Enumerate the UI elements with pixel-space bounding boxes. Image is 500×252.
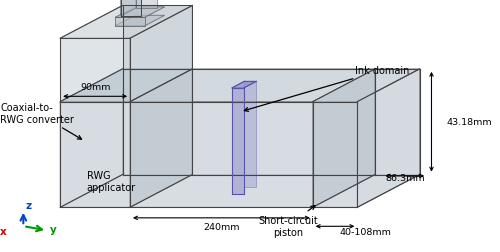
- Polygon shape: [60, 175, 420, 207]
- Text: 90mm: 90mm: [80, 83, 110, 92]
- Text: 43.18mm: 43.18mm: [446, 118, 492, 127]
- Text: RWG
applicator: RWG applicator: [86, 170, 136, 192]
- Polygon shape: [244, 82, 256, 187]
- Polygon shape: [60, 7, 192, 39]
- Text: y: y: [50, 224, 56, 234]
- Polygon shape: [60, 102, 358, 207]
- Polygon shape: [115, 18, 145, 27]
- Text: z: z: [26, 201, 32, 211]
- Polygon shape: [232, 88, 244, 194]
- Polygon shape: [115, 16, 164, 27]
- Polygon shape: [130, 7, 192, 102]
- Polygon shape: [120, 0, 142, 17]
- Polygon shape: [136, 0, 157, 9]
- Polygon shape: [130, 70, 192, 207]
- Text: Short-circuit
piston: Short-circuit piston: [258, 206, 318, 237]
- Polygon shape: [358, 70, 420, 207]
- Polygon shape: [312, 70, 375, 207]
- Polygon shape: [60, 70, 122, 207]
- Text: Coaxial-to-
RWG converter: Coaxial-to- RWG converter: [0, 103, 82, 140]
- Polygon shape: [122, 70, 420, 175]
- Text: x: x: [0, 226, 6, 236]
- Polygon shape: [60, 70, 192, 102]
- Polygon shape: [60, 39, 130, 102]
- Polygon shape: [122, 7, 192, 70]
- Text: 40-108mm: 40-108mm: [340, 227, 392, 236]
- Polygon shape: [60, 70, 420, 102]
- Text: 86.3mm: 86.3mm: [385, 173, 424, 182]
- Polygon shape: [115, 8, 164, 18]
- Text: Coaxial input port: Coaxial input port: [0, 251, 1, 252]
- Polygon shape: [120, 0, 136, 17]
- Text: Ink domain: Ink domain: [244, 66, 410, 112]
- Text: 240mm: 240mm: [203, 222, 239, 231]
- Polygon shape: [232, 82, 256, 88]
